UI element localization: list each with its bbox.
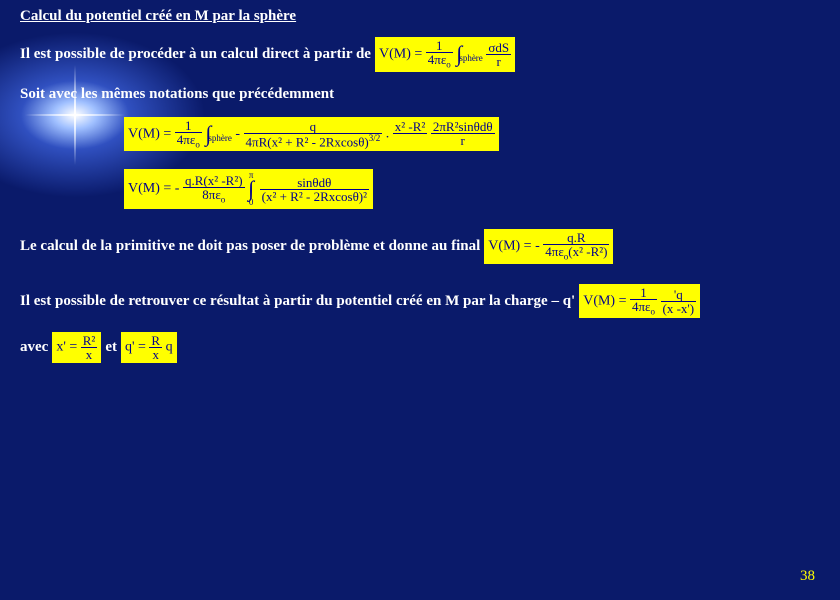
text-line-4: Il est possible de retrouver ce résultat… xyxy=(20,284,820,319)
formula-6: x' = R²x xyxy=(52,332,101,363)
slide-content: Calcul du potentiel créé en M par la sph… xyxy=(20,8,820,377)
text-line-3: Le calcul de la primitive ne doit pas po… xyxy=(20,229,820,264)
line2-text: Soit avec les mêmes notations que précéd… xyxy=(20,86,334,103)
text-line-5: avec x' = R²x et q' = Rx q xyxy=(20,332,820,363)
line4-text: Il est possible de retrouver ce résultat… xyxy=(20,293,575,310)
avec-text: avec xyxy=(20,339,48,356)
formula-7: q' = Rx q xyxy=(121,332,177,363)
formula-5: V(M) = 14πεo 'q(x -x') xyxy=(579,284,700,319)
text-line-1: Il est possible de procéder à un calcul … xyxy=(20,37,820,72)
line3-text: Le calcul de la primitive ne doit pas po… xyxy=(20,238,480,255)
text-line-2: Soit avec les mêmes notations que précéd… xyxy=(20,86,820,103)
formula-1: V(M) = 14πεo ∫sphère σdSr xyxy=(375,37,515,72)
page-number: 38 xyxy=(800,568,815,585)
line1-text: Il est possible de procéder à un calcul … xyxy=(20,46,371,63)
formula-4: V(M) = - q.R4πεo(x² -R²) xyxy=(484,229,613,264)
formula-row-2: V(M) = - q.R(x² -R²)8πεo π∫0 sinθdθ(x² +… xyxy=(120,169,820,209)
formula-row-1: V(M) = 14πεo ∫sphère - q4πR(x² + R² - 2R… xyxy=(120,117,820,152)
slide-title: Calcul du potentiel créé en M par la sph… xyxy=(20,8,820,25)
formula-2: V(M) = 14πεo ∫sphère - q4πR(x² + R² - 2R… xyxy=(124,117,499,152)
et-text: et xyxy=(105,339,117,356)
formula-3: V(M) = - q.R(x² -R²)8πεo π∫0 sinθdθ(x² +… xyxy=(124,169,373,209)
